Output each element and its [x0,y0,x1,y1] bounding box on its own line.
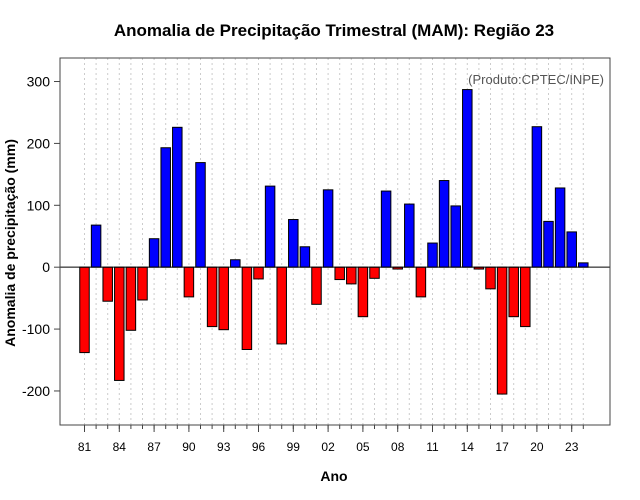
x-tick-label-08: 08 [391,440,405,454]
bar-03 [334,266,345,281]
bar-18 [508,266,519,318]
bar-10 [415,266,427,298]
x-tick-label-23: 23 [565,440,579,454]
bar-86 [137,266,148,301]
bar-01 [311,266,322,305]
bar-95 [241,266,253,350]
y-tick-label: -200 [22,383,50,399]
y-tick-label: 300 [27,74,51,90]
x-tick-label-17: 17 [495,440,509,454]
bar-22 [554,187,566,268]
bar-05 [357,266,369,318]
bar-96 [253,266,264,280]
x-tick-label-05: 05 [356,440,370,454]
bar-13 [450,205,461,268]
y-tick-label: -100 [22,321,50,337]
x-tick-label-81: 81 [78,440,92,454]
bar-23 [566,231,577,268]
bar-87 [148,238,160,268]
bar-81 [79,266,90,354]
bar-20 [531,126,543,268]
x-axis: 81 84 87 90 93 96 99 02 05 08 11 14 17 20 23 [78,425,584,454]
plot-frame [59,57,611,426]
bar-91 [195,162,206,268]
bar-92 [206,266,218,328]
bar-99 [288,219,299,268]
x-tick-label-11: 11 [426,440,439,454]
y-tick-label: 100 [27,197,51,213]
bar-90 [183,266,195,298]
x-tick-label-96: 96 [252,440,266,454]
bar-83 [102,266,113,302]
bar-00 [299,246,311,268]
x-tick-label-02: 02 [321,440,335,454]
bar-84 [114,266,125,381]
x-tick-label-14: 14 [461,440,475,454]
y-axis-label: Anomalia de precipitação (mm) [2,139,18,347]
bars-group [79,89,589,395]
bar-24 [578,262,589,268]
bar-16 [485,266,496,290]
x-tick-label-84: 84 [113,440,127,454]
y-axis: -200 -100 0 100 200 300 [22,74,60,399]
x-tick-label-93: 93 [217,440,231,454]
bar-21 [543,220,554,268]
bar-94 [230,259,241,268]
bar-97 [264,185,276,268]
bar-11 [427,242,438,268]
chart-title: Anomalia de Precipitação Trimestral (MAM… [114,21,554,40]
bar-12 [438,180,450,268]
x-tick-label-20: 20 [530,440,544,454]
bar-17 [496,266,508,395]
y-tick-label: 0 [42,259,50,275]
bar-06 [369,266,380,279]
bar-07 [380,190,392,268]
x-tick-label-99: 99 [287,440,301,454]
bar-02 [322,189,334,268]
product-credit: (Produto:CPTEC/INPE) [468,72,604,87]
bar-89 [172,126,183,268]
y-tick-label: 200 [27,135,51,151]
bar-19 [520,266,531,328]
bar-04 [346,266,357,285]
bar-85 [125,266,137,331]
bar-14 [462,89,473,268]
x-tick-label-87: 87 [147,440,161,454]
bar-82 [90,224,102,268]
bar-98 [276,266,287,345]
bar-88 [160,147,171,268]
bar-93 [218,266,229,331]
bar-09 [404,203,415,268]
x-axis-label: Ano [320,468,347,484]
x-tick-label-90: 90 [182,440,196,454]
